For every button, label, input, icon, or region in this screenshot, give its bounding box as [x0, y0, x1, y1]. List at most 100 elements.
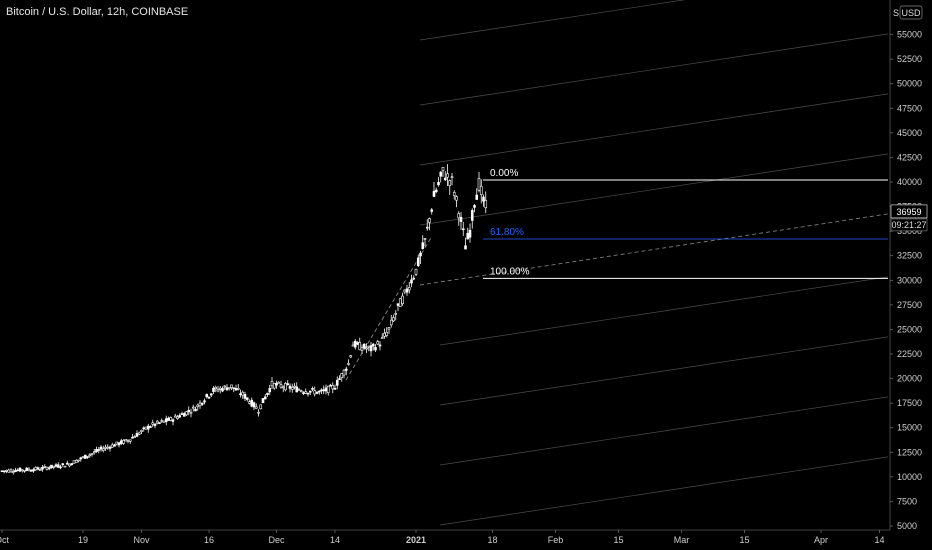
candle-body — [407, 287, 411, 291]
candle-body — [360, 347, 364, 351]
candle-body — [383, 332, 386, 337]
price-badges: S USD 36959 09:21:27 — [890, 5, 928, 232]
candle-body — [5, 470, 8, 472]
candle-body — [27, 468, 31, 471]
candle-body — [344, 368, 348, 371]
candle-body — [365, 347, 368, 350]
price-axis[interactable]: 5000 7500 10000 12500 15000 17500 20000 22500 25… — [889, 0, 922, 531]
candle-body — [369, 345, 373, 352]
candle-body — [358, 342, 362, 351]
candle-body — [140, 430, 143, 432]
candle-body — [230, 384, 233, 388]
candle-body — [421, 242, 425, 249]
candle-body — [304, 391, 308, 394]
channel-line — [439, 336, 889, 406]
candle-body — [164, 418, 168, 422]
countdown-label: 09:21:27 — [891, 220, 926, 230]
fib-channel-lines — [345, 0, 889, 526]
candle-body — [374, 347, 377, 351]
candle-body — [52, 465, 56, 468]
candle-body — [457, 213, 461, 219]
candle-body — [311, 388, 314, 390]
candle-body — [396, 303, 400, 306]
candle-body — [419, 252, 422, 257]
candle-body — [239, 393, 242, 396]
candle-body — [41, 466, 44, 470]
candle-body — [106, 446, 110, 449]
time-tick-label: Nov — [133, 535, 150, 545]
price-tick-label: 20000 — [897, 374, 922, 384]
candle-body — [151, 422, 155, 425]
candle-body — [331, 385, 335, 390]
price-tick-label: 52500 — [897, 54, 922, 64]
candle-body — [437, 181, 440, 186]
candle-body — [50, 464, 53, 469]
channel-median-line — [345, 235, 433, 381]
candle-body — [290, 387, 294, 390]
candle-body — [401, 295, 404, 304]
price-tick-label: 15000 — [897, 423, 922, 433]
channel-line — [419, 33, 889, 106]
candle-body — [43, 465, 47, 468]
candle-body — [329, 384, 332, 387]
channel-line — [439, 276, 889, 346]
candle-body — [185, 411, 188, 416]
candle-body — [349, 355, 353, 358]
candle-body — [333, 388, 337, 390]
candle-body — [272, 383, 276, 389]
candle-body — [216, 389, 220, 392]
candle-body — [20, 469, 24, 471]
candle-body — [203, 400, 206, 403]
candle-body — [146, 425, 150, 430]
candle-body — [475, 194, 479, 200]
candle-body — [11, 471, 15, 473]
candle-body — [315, 391, 319, 394]
time-tick-label: 14 — [874, 535, 884, 545]
candle-body — [403, 289, 407, 293]
candle-body — [74, 460, 78, 463]
candle-body — [459, 216, 463, 222]
candle-body — [194, 408, 197, 412]
candle-body — [423, 238, 427, 240]
time-axis[interactable]: Oct 19 Nov 16 Dec 14 2021 18 Feb 15 Mar 15 Apr 14 — [0, 529, 890, 545]
candle-body — [367, 345, 371, 348]
candle-body — [473, 205, 476, 208]
candle-body — [446, 173, 449, 178]
candle-body — [178, 415, 182, 418]
candle-body — [416, 257, 420, 266]
candle-body — [180, 413, 184, 415]
candle-body — [371, 343, 375, 347]
candle-body — [286, 383, 290, 385]
candle-body — [268, 387, 272, 393]
fib-level-label: 100.00% — [490, 266, 530, 277]
candle-body — [29, 470, 33, 472]
candle-body — [68, 463, 71, 467]
candle-body — [342, 369, 346, 376]
candle-body — [275, 383, 278, 386]
candle-body — [189, 411, 193, 414]
price-tick-label: 22500 — [897, 349, 922, 359]
candle-body — [144, 426, 148, 430]
candle-body — [320, 389, 323, 392]
candle-body — [324, 387, 328, 392]
candle-body — [169, 417, 173, 421]
candle-body — [326, 385, 330, 393]
candle-body — [295, 386, 299, 393]
candle-body — [0, 470, 4, 473]
price-tick-label: 40000 — [897, 177, 922, 187]
candle-body — [243, 394, 247, 399]
candle-body — [455, 196, 458, 201]
candle-body — [173, 415, 177, 418]
candle-body — [461, 228, 465, 231]
candle-body — [65, 462, 69, 465]
candle-body — [356, 342, 359, 345]
candle-body — [452, 192, 456, 196]
channel-line — [419, 93, 889, 166]
price-tick-label: 50000 — [897, 79, 922, 89]
candle-body — [380, 337, 384, 339]
price-tick-label: 12500 — [897, 447, 922, 457]
channel-line — [419, 153, 889, 226]
candle-body — [126, 440, 130, 443]
candle-body — [200, 402, 204, 405]
